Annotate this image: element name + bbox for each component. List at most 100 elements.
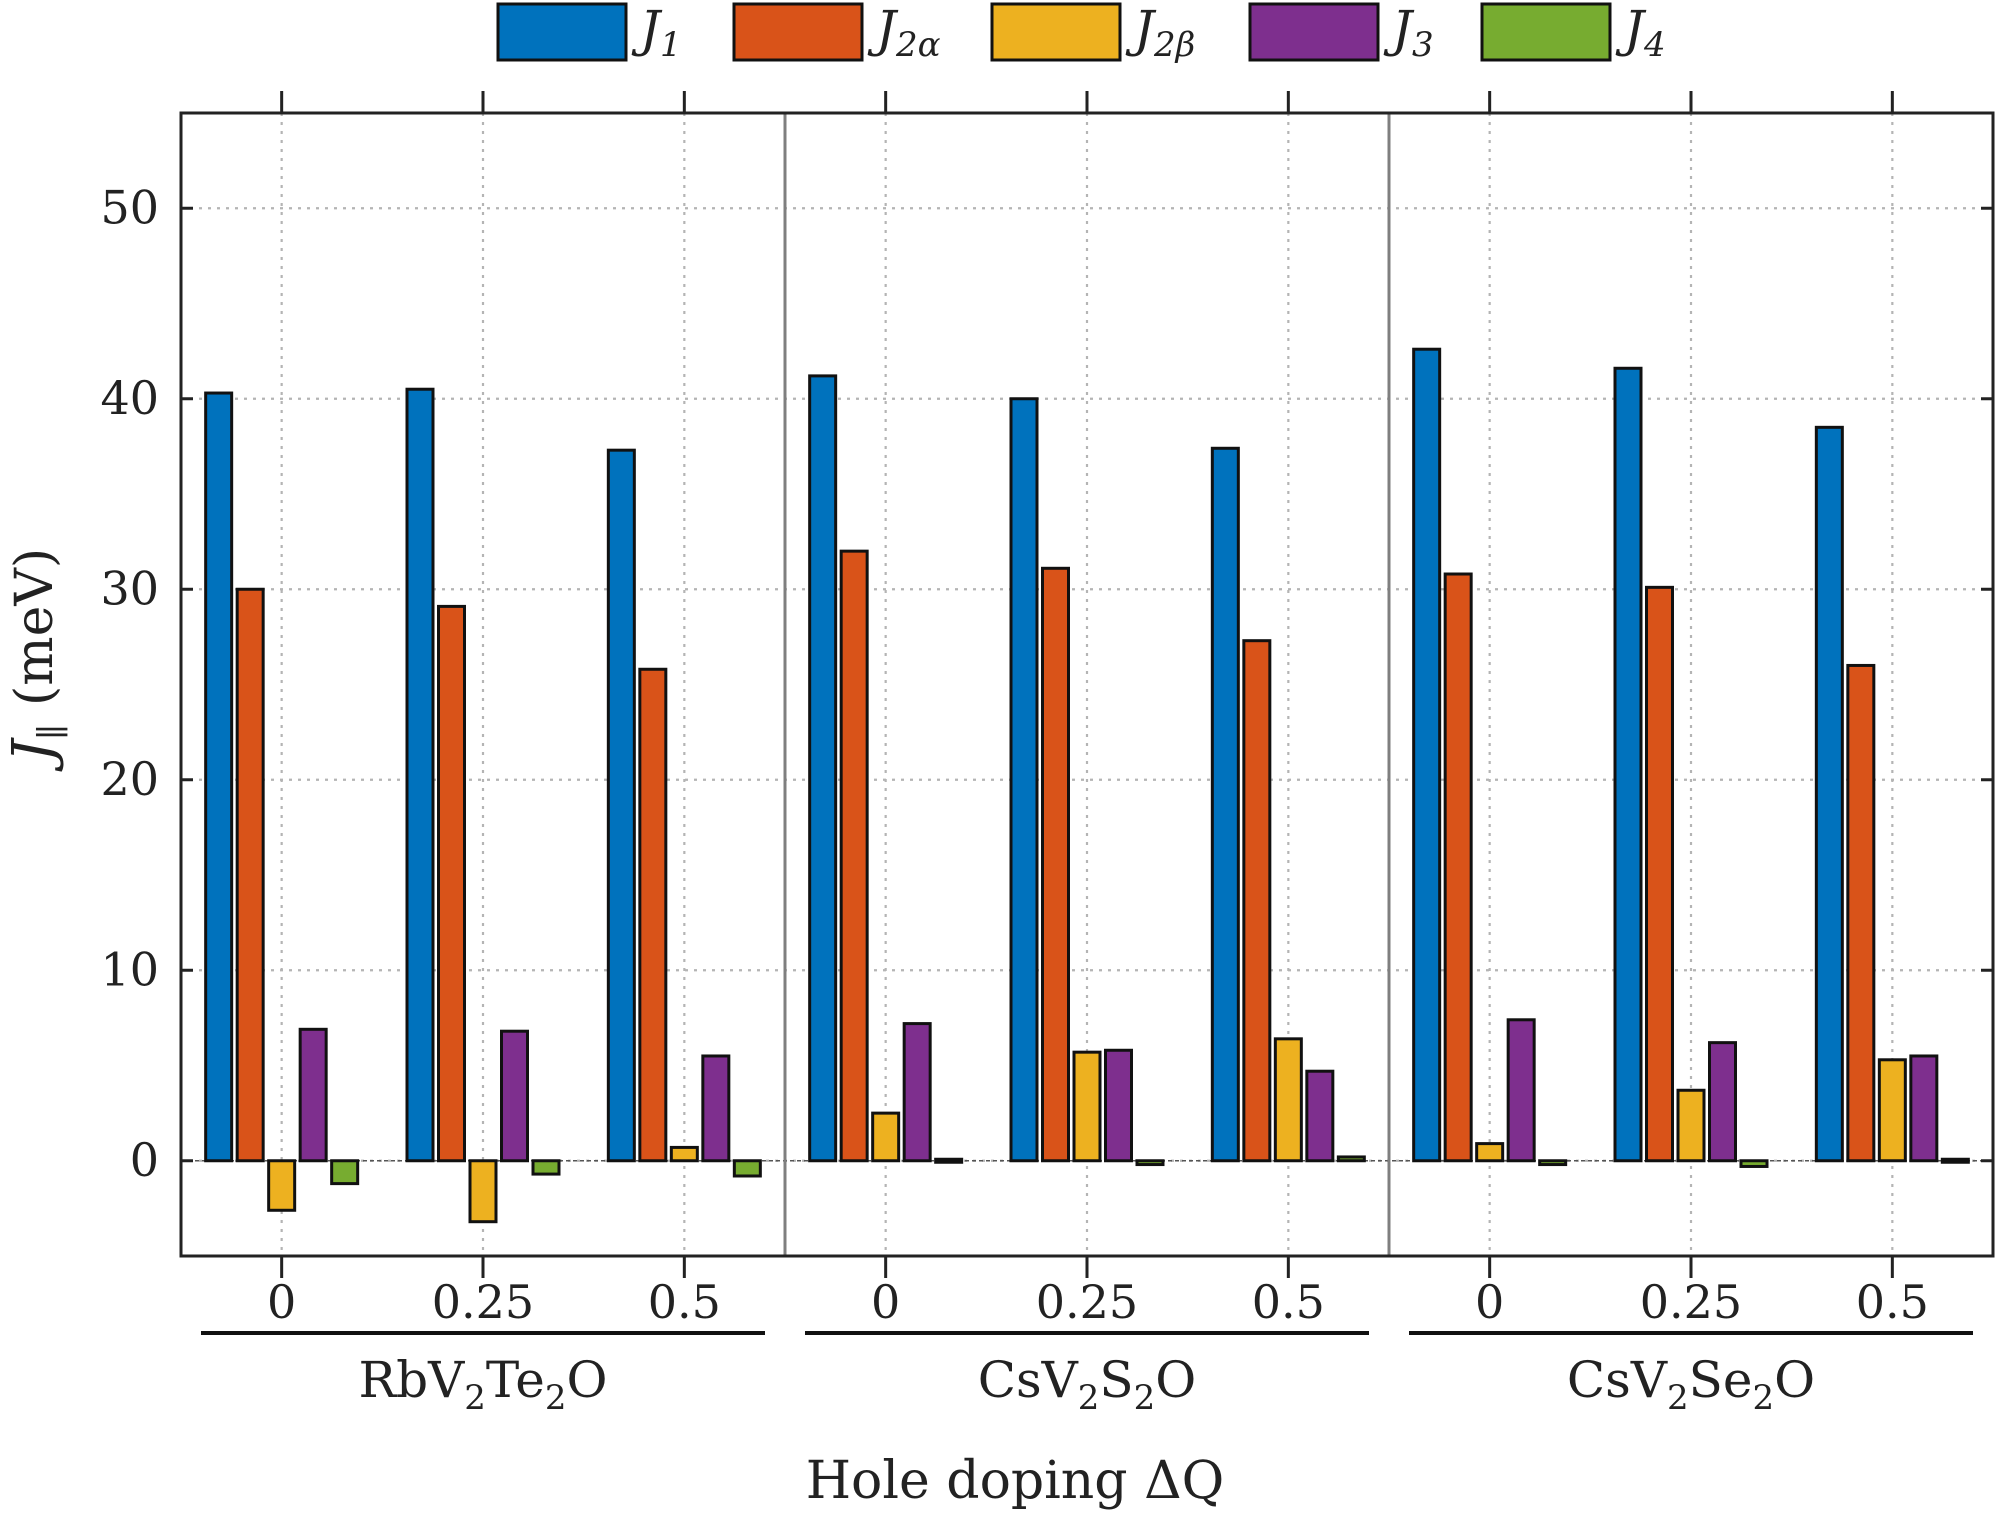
legend-swatch [732, 2, 864, 62]
legend-label: J4 [1615, 0, 1666, 65]
legend-item-j4: J4 [1480, 0, 1666, 65]
bar-j2β [468, 1159, 498, 1224]
y-axis-label-unit: (meV) [5, 548, 65, 706]
x-axis-label: Hole doping ΔQ [806, 1451, 1225, 1511]
legend-swatch [990, 2, 1122, 62]
y-tick-label: 0 [130, 1133, 159, 1187]
bar-j2α [1041, 566, 1070, 1163]
x-tick-label: 0.5 [648, 1275, 721, 1329]
bar-j2α [839, 549, 869, 1163]
bar-j4 [1538, 1159, 1568, 1167]
bar-j3 [1305, 1069, 1335, 1163]
legend-swatch [1480, 2, 1612, 62]
y-axis-label: J∥ (meV) [1, 548, 73, 772]
legend-item-j3: J3 [1248, 0, 1434, 65]
bar-j2β [267, 1159, 297, 1212]
group-separators [783, 113, 1391, 1256]
bars [204, 347, 1970, 1224]
bar-j3 [1909, 1054, 1939, 1163]
bar-j2β [1273, 1037, 1303, 1163]
bar-j2α [235, 587, 265, 1163]
group-label-part: 2 [1667, 1378, 1689, 1418]
bar-j2α [1443, 572, 1473, 1163]
group-label-part: CsV [978, 1351, 1079, 1409]
group-label-part: CsV [1567, 1351, 1668, 1409]
group-label: CsV2S2O [978, 1351, 1197, 1418]
bar-j4 [531, 1159, 561, 1176]
bar-j2α [1846, 663, 1876, 1163]
bar-j1 [1613, 366, 1643, 1163]
group-label-part: 2 [1134, 1378, 1156, 1418]
legend-label: J1 [631, 0, 682, 65]
bar-j3 [1708, 1041, 1737, 1163]
bar-j2β [669, 1145, 699, 1163]
bar-j2α [1242, 639, 1272, 1163]
bar-j3 [902, 1022, 932, 1163]
group-label-part: S [1099, 1351, 1133, 1409]
axis-ticks [181, 91, 1993, 1278]
bar-j2β [1475, 1142, 1505, 1163]
group-label-part: 2 [1078, 1378, 1100, 1418]
legend-label: J3 [1383, 0, 1434, 65]
group-label-part: RbV [358, 1351, 465, 1409]
bar-j4 [330, 1159, 360, 1186]
bar-j4 [1135, 1159, 1165, 1167]
grid-lines [181, 113, 1993, 1256]
group-label-part: O [567, 1351, 608, 1409]
group-label-part: 2 [464, 1378, 486, 1418]
x-tick-label: 0 [267, 1275, 296, 1329]
bar-j1 [204, 391, 234, 1163]
bar-j2β [871, 1111, 901, 1163]
bar-j4 [1739, 1159, 1769, 1168]
legend-swatch [496, 2, 628, 62]
x-tick-label: 0 [1475, 1275, 1504, 1329]
y-tick-label: 50 [100, 180, 159, 234]
legend-item-j2α: J2α [732, 0, 941, 65]
bar-j3 [701, 1054, 731, 1163]
y-tick-label: 10 [100, 942, 159, 996]
y-tick-labels: 0 10 20 30 40 50 [100, 180, 159, 1187]
bar-j2β [1072, 1050, 1102, 1163]
bar-j1 [606, 448, 636, 1163]
y-tick-label: 20 [100, 752, 159, 806]
y-axis-label-subscript: ∥ [33, 724, 73, 740]
bar-j3 [298, 1027, 328, 1163]
x-tick-label: 0.25 [432, 1275, 534, 1329]
bar-j3 [1104, 1048, 1133, 1163]
group-label-part: Se [1689, 1351, 1753, 1409]
group-label-part: O [1155, 1351, 1196, 1409]
group-label-part: O [1774, 1351, 1815, 1409]
bar-j2α [1645, 585, 1674, 1163]
x-tick-label: 0.5 [1856, 1275, 1929, 1329]
bar-j1 [1210, 446, 1240, 1163]
bar-j4 [1940, 1157, 1970, 1164]
group-label: CsV2Se2O [1567, 1351, 1815, 1418]
bar-j1 [808, 374, 838, 1163]
bar-j1 [1009, 397, 1039, 1163]
x-tick-label: 0 [871, 1275, 900, 1329]
group-label-part: 2 [1752, 1378, 1774, 1418]
group-labels: RbV2Te2O CsV2S2O CsV2Se2O [201, 1331, 1973, 1418]
bar-j4 [1336, 1155, 1366, 1163]
y-tick-label: 30 [100, 561, 159, 615]
bar-j1 [1412, 347, 1442, 1163]
legend-item-j1: J1 [496, 0, 682, 65]
bar-j4 [934, 1157, 964, 1164]
y-axis-label-symbol: J [1, 736, 66, 772]
y-tick-label: 40 [100, 371, 159, 425]
legend-label: J2β [1125, 0, 1195, 65]
bar-j2β [1676, 1088, 1706, 1163]
legend-item-j2β: J2β [990, 0, 1195, 65]
bar-j4 [732, 1159, 762, 1178]
group-label-part: Te [486, 1351, 545, 1409]
bar-j3 [500, 1029, 529, 1163]
bar-j2β [1877, 1058, 1907, 1163]
bar-j1 [405, 387, 435, 1163]
x-tick-label: 0.25 [1640, 1275, 1742, 1329]
group-label: RbV2Te2O [358, 1351, 607, 1418]
x-tick-label: 0.25 [1036, 1275, 1138, 1329]
x-tick-labels: 0 0.25 0.5 0 0.25 0.5 0 0.25 0.5 [267, 1275, 1929, 1329]
bar-j1 [1814, 425, 1844, 1163]
group-label-part: 2 [545, 1378, 567, 1418]
